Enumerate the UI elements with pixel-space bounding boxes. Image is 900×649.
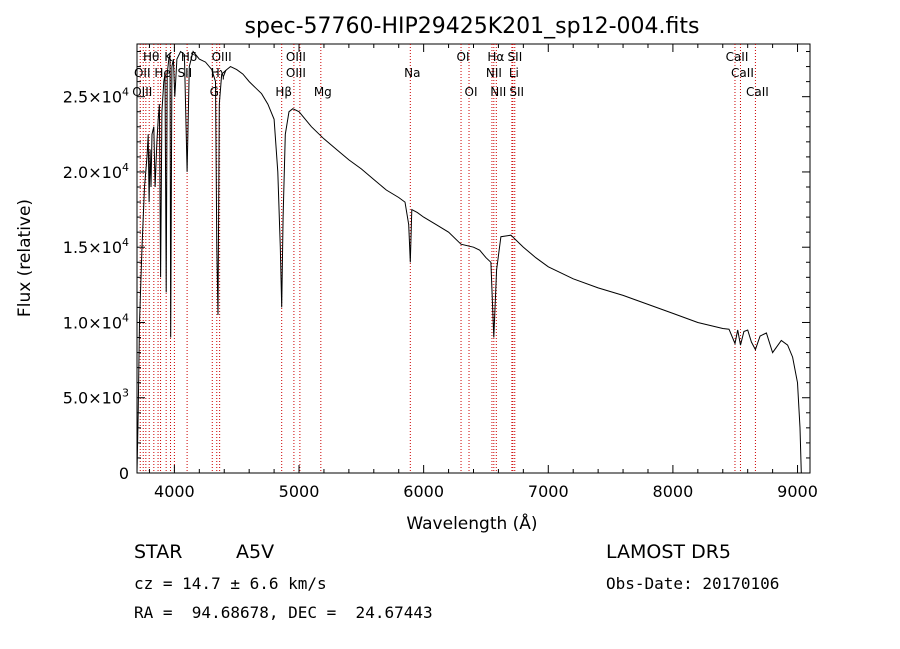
- marker-label-6: Hα: [487, 50, 504, 64]
- plot-frame: [136, 43, 811, 474]
- marker-label-21: Na: [404, 66, 420, 80]
- x-tick-label-1: 5000: [279, 482, 320, 501]
- marker-label-16: OIII: [132, 85, 152, 99]
- y-axis-label: Flux (relative): [15, 199, 35, 317]
- coordinates: RA = 94.68678, DEC = 24.67443: [134, 603, 433, 622]
- marker-label-8: CaII: [726, 50, 749, 64]
- x-axis-label: Wavelength (Å): [406, 512, 537, 534]
- marker-label-2: Hδ: [181, 50, 197, 64]
- marker-label-19: Hβ: [275, 85, 292, 99]
- marker-label-20: Mg: [314, 85, 332, 99]
- x-tick-label-3: 7000: [528, 482, 569, 501]
- obs-date: Obs-Date: 20170106: [606, 574, 780, 593]
- chart-title: spec-57760-HIP29425K201_sp12-004.fits: [245, 14, 700, 39]
- x-tick-label-2: 6000: [403, 482, 444, 501]
- marker-label-14: Li: [509, 66, 519, 80]
- marker-label-15: CaII: [731, 66, 754, 80]
- marker-label-3: OIII: [212, 50, 232, 64]
- x-tick-label-5: 9000: [777, 482, 818, 501]
- marker-label-5: OI: [457, 50, 470, 64]
- marker-label-18: G: [210, 85, 219, 99]
- axis-ticks: 4000 5000 6000 7000 8000 9000 0 5.0×103 1.0×104 1…: [63, 44, 818, 501]
- marker-label-12: OIII: [286, 66, 306, 80]
- marker-label-9: OII: [134, 66, 151, 80]
- marker-label-7: SII: [508, 50, 523, 64]
- marker-label-13: NII: [486, 66, 502, 80]
- redshift-cz: cz = 14.7 ± 6.6 km/s: [134, 574, 327, 593]
- y-tick-label-2: 1.0×104: [63, 311, 129, 332]
- marker-label-10: He: [154, 66, 170, 80]
- marker-label-22: OI: [465, 85, 478, 99]
- marker-label-1: K: [164, 50, 173, 64]
- y-tick-label-5: 2.5×104: [63, 86, 129, 107]
- y-tick-label-4: 2.0×104: [63, 161, 129, 182]
- object-subclass: A5V: [236, 541, 275, 563]
- y-tick-label-3: 1.5×104: [63, 236, 129, 257]
- series-line-spectrum: [136, 50, 802, 474]
- y-tick-label-0: 0: [119, 464, 129, 483]
- line-markers: [139, 44, 756, 473]
- marker-label-17: Hγ: [211, 66, 227, 80]
- y-tick-label-1: 5.0×103: [63, 387, 129, 408]
- marker-label-23: NII: [490, 85, 506, 99]
- survey-name: LAMOST DR5: [606, 541, 731, 563]
- marker-label-0: Hθ: [143, 50, 159, 64]
- marker-label-25: CaII: [746, 85, 769, 99]
- x-tick-label-4: 8000: [653, 482, 694, 501]
- x-tick-label-0: 4000: [154, 482, 195, 501]
- marker-label-4: OIII: [286, 50, 306, 64]
- object-type: STAR: [134, 541, 183, 563]
- marker-label-24: SII: [509, 85, 524, 99]
